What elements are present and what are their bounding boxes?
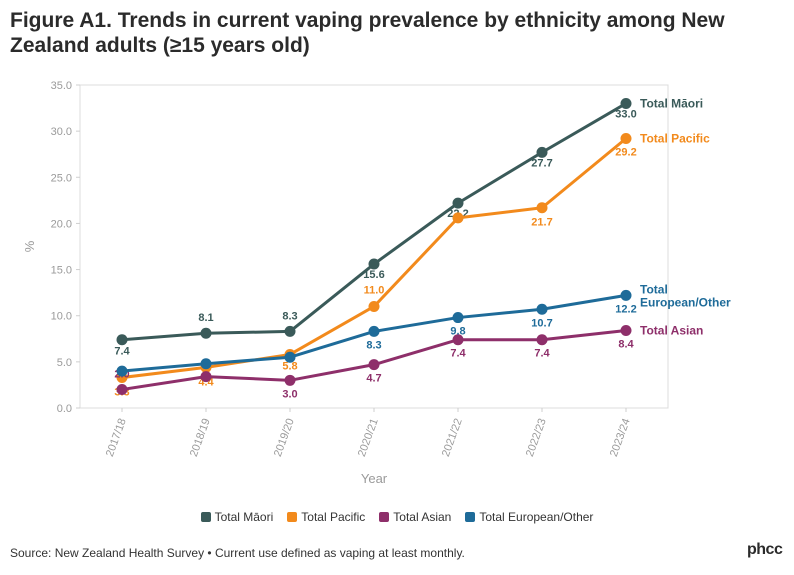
data-point-2-5 [536,334,548,346]
x-tick-label-0: 2017/18 [104,417,129,458]
x-tick-label-5: 2022/23 [524,417,549,458]
y-tick-label-4: 20.0 [51,218,72,230]
x-tick-label-4: 2021/22 [440,417,465,458]
data-point-3-2 [284,351,296,363]
y-tick-label-3: 15.0 [51,265,72,277]
data-point-3-6 [620,289,632,301]
legend: Total Māori Total Pacific Total Asian To… [0,510,794,524]
legend-label-european: Total European/Other [479,510,594,524]
data-label-0-3: 15.6 [363,269,384,281]
data-point-2-2 [284,374,296,386]
source-note: Source: New Zealand Health Survey • Curr… [10,546,465,560]
data-point-1-3 [368,300,380,312]
data-label-3-5: 10.7 [531,317,552,329]
series-end-label-1-0: Total Pacific [640,132,710,146]
y-tick-label-2: 10.0 [51,311,72,323]
data-point-0-0 [116,334,128,346]
data-label-3-3: 8.3 [366,339,381,351]
legend-item-pacific[interactable]: Total Pacific [287,510,365,524]
y-axis-title: % [22,240,37,252]
y-tick-label-5: 25.0 [51,172,72,184]
series-end-label-3-1: European/Other [640,295,731,309]
legend-swatch-asian [379,512,390,522]
y-tick-label-0: 0.0 [57,403,72,415]
y-tick-label-6: 30.0 [51,126,72,138]
x-axis-title: Year [361,471,388,486]
legend-swatch-maori [200,512,211,522]
legend-swatch-european [465,512,476,522]
data-label-2-6: 8.4 [618,338,634,350]
data-label-1-5: 21.7 [531,217,552,229]
data-point-2-1 [200,371,212,383]
data-point-3-1 [200,358,212,370]
data-label-0-2: 8.3 [282,310,297,322]
legend-label-maori: Total Māori [214,510,274,524]
data-label-0-5: 27.7 [531,157,552,169]
legend-swatch-pacific [287,512,298,522]
data-label-1-2: 5.8 [282,360,297,372]
x-tick-label-1: 2018/19 [188,417,213,458]
data-point-3-0 [116,365,128,377]
data-label-1-6: 29.2 [615,147,636,159]
data-point-3-4 [452,312,464,324]
data-point-0-2 [284,325,296,337]
legend-item-maori[interactable]: Total Māori [200,510,274,524]
data-label-3-4: 9.8 [450,326,465,338]
x-tick-label-3: 2020/21 [356,417,381,458]
series-end-label-0-0: Total Māori [640,96,703,110]
data-point-1-6 [620,133,632,145]
data-point-2-4 [452,334,464,346]
y-tick-label-7: 35.0 [51,80,72,92]
data-point-2-0 [116,384,128,396]
legend-label-asian: Total Asian [393,510,452,524]
phcc-logo: phcc [747,541,783,558]
data-point-2-3 [368,359,380,371]
data-label-2-4: 7.4 [450,348,466,360]
data-label-3-6: 12.2 [615,303,636,315]
data-point-1-5 [536,202,548,214]
data-point-0-4 [452,197,464,209]
legend-label-pacific: Total Pacific [301,510,366,524]
data-point-2-6 [620,324,632,336]
data-point-0-1 [200,327,212,339]
data-label-0-1: 8.1 [198,312,213,324]
data-point-1-4 [452,212,464,224]
x-tick-label-2: 2019/20 [272,417,297,458]
x-tick-label-6: 2023/24 [608,417,633,458]
data-point-3-5 [536,303,548,315]
page-title: Figure A1. Trends in current vaping prev… [10,9,725,57]
data-label-2-2: 3.0 [282,388,297,400]
line-chart: 0.0 5.0 10.0 15.0 20.0 25.0 30.0 35.0 2017/18 201… [22,80,731,486]
y-tick-label-1: 5.0 [57,357,72,369]
data-point-0-3 [368,258,380,270]
data-label-0-6: 33.0 [615,108,636,120]
data-point-3-3 [368,325,380,337]
legend-item-asian[interactable]: Total Asian [379,510,451,524]
data-label-1-3: 11.0 [364,284,385,296]
data-label-2-5: 7.4 [534,348,550,360]
data-point-0-5 [536,146,548,158]
series-end-label-2-0: Total Asian [640,323,703,337]
legend-item-european[interactable]: Total European/Other [465,510,593,524]
series-end-label-3-0: Total [640,282,668,296]
data-label-0-0: 7.4 [114,346,130,358]
data-label-2-3: 4.7 [366,373,381,385]
data-point-0-6 [620,97,632,109]
